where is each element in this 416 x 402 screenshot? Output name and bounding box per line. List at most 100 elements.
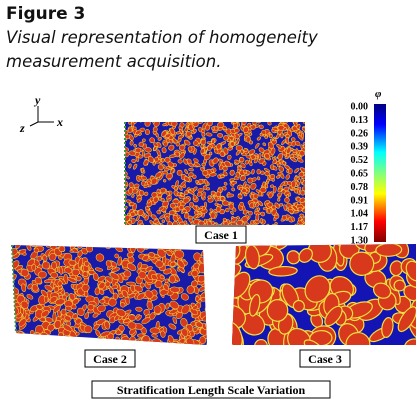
phase-blob [121, 174, 125, 178]
phase-blob [231, 187, 235, 192]
phase-blob [125, 196, 127, 202]
phase-blob [258, 191, 262, 197]
phase-blob [100, 331, 111, 337]
phase-blob [100, 339, 106, 345]
phase-blob [212, 129, 218, 133]
phase-blob [245, 154, 252, 159]
phase-blob [261, 181, 266, 188]
phase-blob [234, 159, 240, 164]
phase-blob [288, 168, 293, 175]
phase-blob [60, 341, 66, 345]
phase-blob [185, 245, 191, 247]
phase-blob [224, 160, 231, 168]
phase-blob [217, 133, 224, 138]
phase-blob [197, 188, 204, 193]
phase-blob [71, 268, 80, 276]
phase-blob [76, 276, 82, 282]
phase-blob [46, 343, 53, 345]
phase-blob [173, 245, 179, 246]
phase-blob [137, 262, 143, 269]
phase-blob [171, 122, 178, 127]
phase-blob [163, 268, 172, 275]
phase-blob [175, 142, 180, 147]
phase-blob [79, 336, 86, 345]
phase-blob [133, 183, 140, 188]
phase-blob [156, 193, 163, 197]
phase-blob [58, 266, 63, 275]
phase-blob [16, 337, 22, 342]
phase-blob [181, 304, 190, 315]
phase-blob [55, 245, 63, 246]
phase-blob [200, 138, 206, 146]
phase-blob [232, 122, 238, 124]
phase-blob [76, 307, 85, 317]
phase-blob [93, 323, 100, 330]
phase-blob [38, 340, 48, 345]
phase-blob [203, 271, 207, 283]
phase-blob [178, 266, 186, 273]
phase-blob [183, 158, 188, 165]
phase-blob [209, 151, 213, 156]
phase-blob [205, 280, 207, 288]
phase-blob [184, 169, 189, 175]
phase-blob [193, 186, 198, 192]
phase-blob [285, 136, 290, 144]
phase-blob [60, 308, 67, 316]
phase-blob [241, 216, 249, 223]
phase-blob [31, 263, 36, 271]
phase-blob [155, 172, 162, 178]
phase-blob [381, 317, 394, 338]
phase-blob [184, 190, 189, 195]
phase-blob [133, 163, 138, 170]
phase-blob [147, 155, 155, 163]
phase-blob [165, 173, 174, 179]
phase-blob [138, 190, 145, 196]
phase-blob [40, 289, 48, 298]
phase-blob [257, 200, 263, 207]
phase-blob [280, 132, 284, 139]
phase-blob [192, 122, 199, 124]
phase-blob [225, 207, 230, 213]
phase-blob [282, 224, 290, 225]
phase-blob [227, 154, 232, 160]
phase-blob [259, 187, 267, 194]
phase-blob [48, 253, 57, 261]
phase-blob [144, 290, 154, 299]
phase-blob [186, 285, 195, 294]
phase-blob [98, 282, 106, 290]
phase-blob [12, 335, 19, 342]
phase-blob [137, 209, 144, 216]
phase-blob [127, 321, 137, 330]
phase-blob [162, 123, 167, 127]
phase-blob [127, 127, 133, 134]
phase-blob [165, 344, 170, 345]
colorbar-tick-label: 0.39 [351, 142, 369, 153]
phase-blob [269, 133, 273, 139]
phase-blob [251, 177, 257, 182]
phase-blob [200, 148, 205, 154]
phase-blob [125, 193, 127, 201]
phase-blob [271, 208, 277, 216]
phase-blob [147, 209, 152, 217]
phase-blob [85, 340, 94, 345]
phase-blob [157, 248, 166, 258]
phase-blob [304, 139, 305, 144]
phase-blob [240, 162, 246, 169]
phase-blob [160, 245, 168, 249]
phase-blob [153, 219, 159, 224]
phase-blob [27, 258, 36, 267]
phase-blob [20, 307, 25, 315]
phase-blob [307, 244, 332, 263]
phase-blob [201, 132, 206, 137]
phase-blob [135, 147, 142, 154]
phase-blob [242, 209, 248, 215]
phase-blob [194, 296, 200, 302]
phase-blob [123, 270, 132, 278]
phase-blob [297, 206, 303, 212]
phase-blob [230, 217, 238, 223]
phase-blob [111, 284, 119, 290]
phase-blob [82, 271, 89, 278]
phase-blob [54, 239, 62, 245]
phase-blob [206, 122, 213, 127]
